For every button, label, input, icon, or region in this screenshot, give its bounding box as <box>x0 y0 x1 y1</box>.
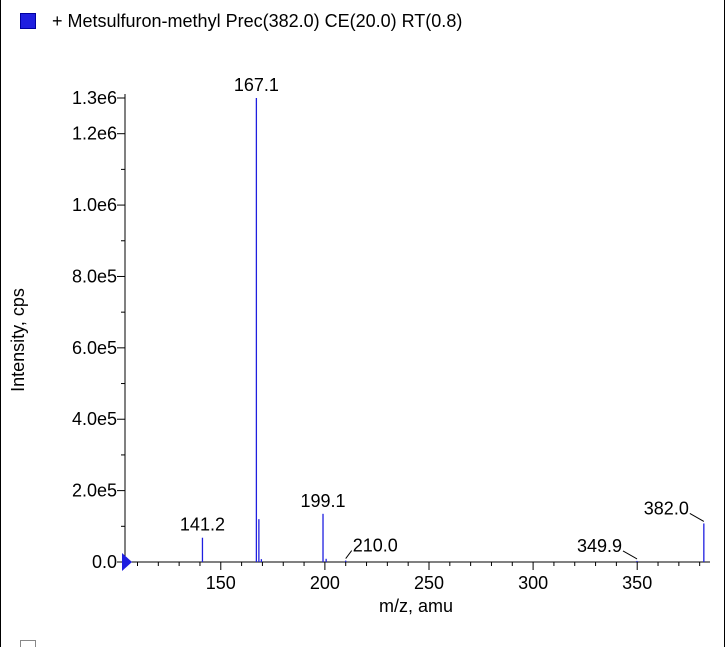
legend-swatch <box>20 13 36 29</box>
y-tick-label: 6.0e5 <box>72 338 117 358</box>
peak-label: 349.9 <box>577 536 622 556</box>
y-tick-label: 8.0e5 <box>72 266 117 286</box>
legend-label: + Metsulfuron-methyl Prec(382.0) CE(20.0… <box>52 10 463 31</box>
peak-labels: 141.2 167.1 199.1 210.0 349.9 382.0 <box>180 75 705 560</box>
x-tick-label: 150 <box>206 573 236 593</box>
y-axis-title: Intensity, cps <box>8 288 28 392</box>
peak-label: 167.1 <box>234 75 279 95</box>
legend: + Metsulfuron-methyl Prec(382.0) CE(20.0… <box>20 10 462 32</box>
y-tick-label: 1.3e6 <box>72 88 117 108</box>
baseline-marker-icon <box>122 553 132 571</box>
y-tick-label: 1.2e6 <box>72 124 117 144</box>
x-axis-title: m/z, amu <box>379 596 453 616</box>
peak-label: 210.0 <box>353 536 398 556</box>
y-tick-label: 0.0 <box>92 552 117 572</box>
x-tick-label: 250 <box>414 573 444 593</box>
secondary-legend-swatch <box>20 640 36 647</box>
y-tick-label: 4.0e5 <box>72 409 117 429</box>
peak-label: 199.1 <box>300 491 345 511</box>
spectrum-peaks <box>201 98 705 562</box>
x-tick-label: 300 <box>518 573 548 593</box>
peak-label: 141.2 <box>180 515 225 535</box>
y-tick-label: 2.0e5 <box>72 481 117 501</box>
axes: 0.0 2.0e5 4.0e5 6.0e5 8.0e5 1.0e6 1.2e6 1.3e6 15… <box>72 88 710 593</box>
x-tick-label: 350 <box>622 573 652 593</box>
peak-leader-line <box>622 550 638 560</box>
y-tick-label: 1.0e6 <box>72 195 117 215</box>
x-tick-label: 200 <box>310 573 340 593</box>
peak-leader-line <box>345 550 353 559</box>
peak-leader-line <box>689 513 705 522</box>
peak-label: 382.0 <box>644 498 689 518</box>
